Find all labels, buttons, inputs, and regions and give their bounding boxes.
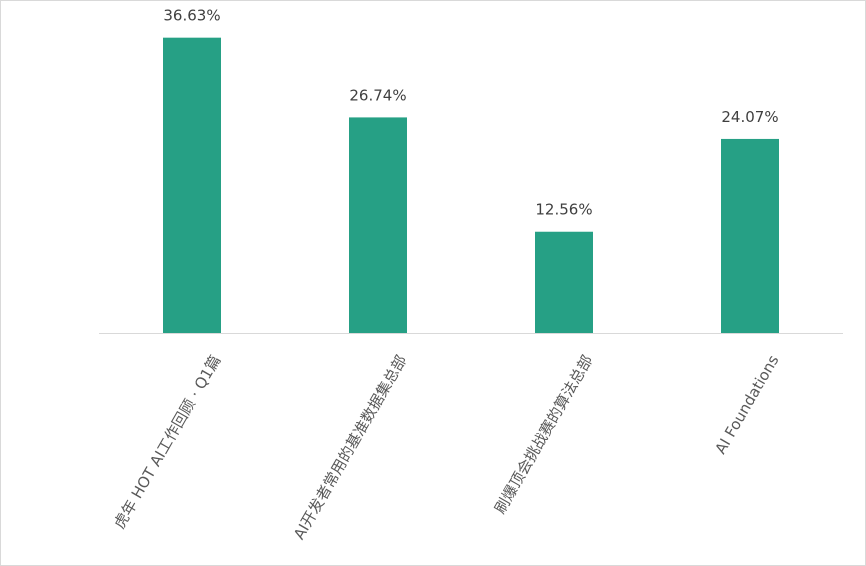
bar-3 (535, 231, 593, 333)
category-label-1: 虎年 HOT AI工作回顾 · Q1篇 (110, 352, 224, 532)
bar-2 (349, 117, 407, 333)
data-label-1: 36.63% (163, 7, 220, 25)
category-label-3: 刷爆顶会挑战赛的算法总部 (491, 352, 597, 517)
data-label-2: 26.74% (349, 86, 406, 104)
category-label-2: AI开发者常用的基准数据集总部 (290, 352, 410, 543)
bar-1 (163, 37, 221, 333)
data-label-4: 24.07% (721, 108, 778, 126)
value-labels-layer: 36.63% 26.74% 12.56% 24.07% (163, 7, 778, 219)
bars-layer (163, 37, 779, 333)
category-labels-layer: 虎年 HOT AI工作回顾 · Q1篇 AI开发者常用的基准数据集总部 刷爆顶会挑战… (110, 352, 782, 543)
category-label-4: AI Foundations (711, 352, 782, 457)
data-label-3: 12.56% (535, 201, 592, 219)
bar-4 (721, 138, 779, 333)
